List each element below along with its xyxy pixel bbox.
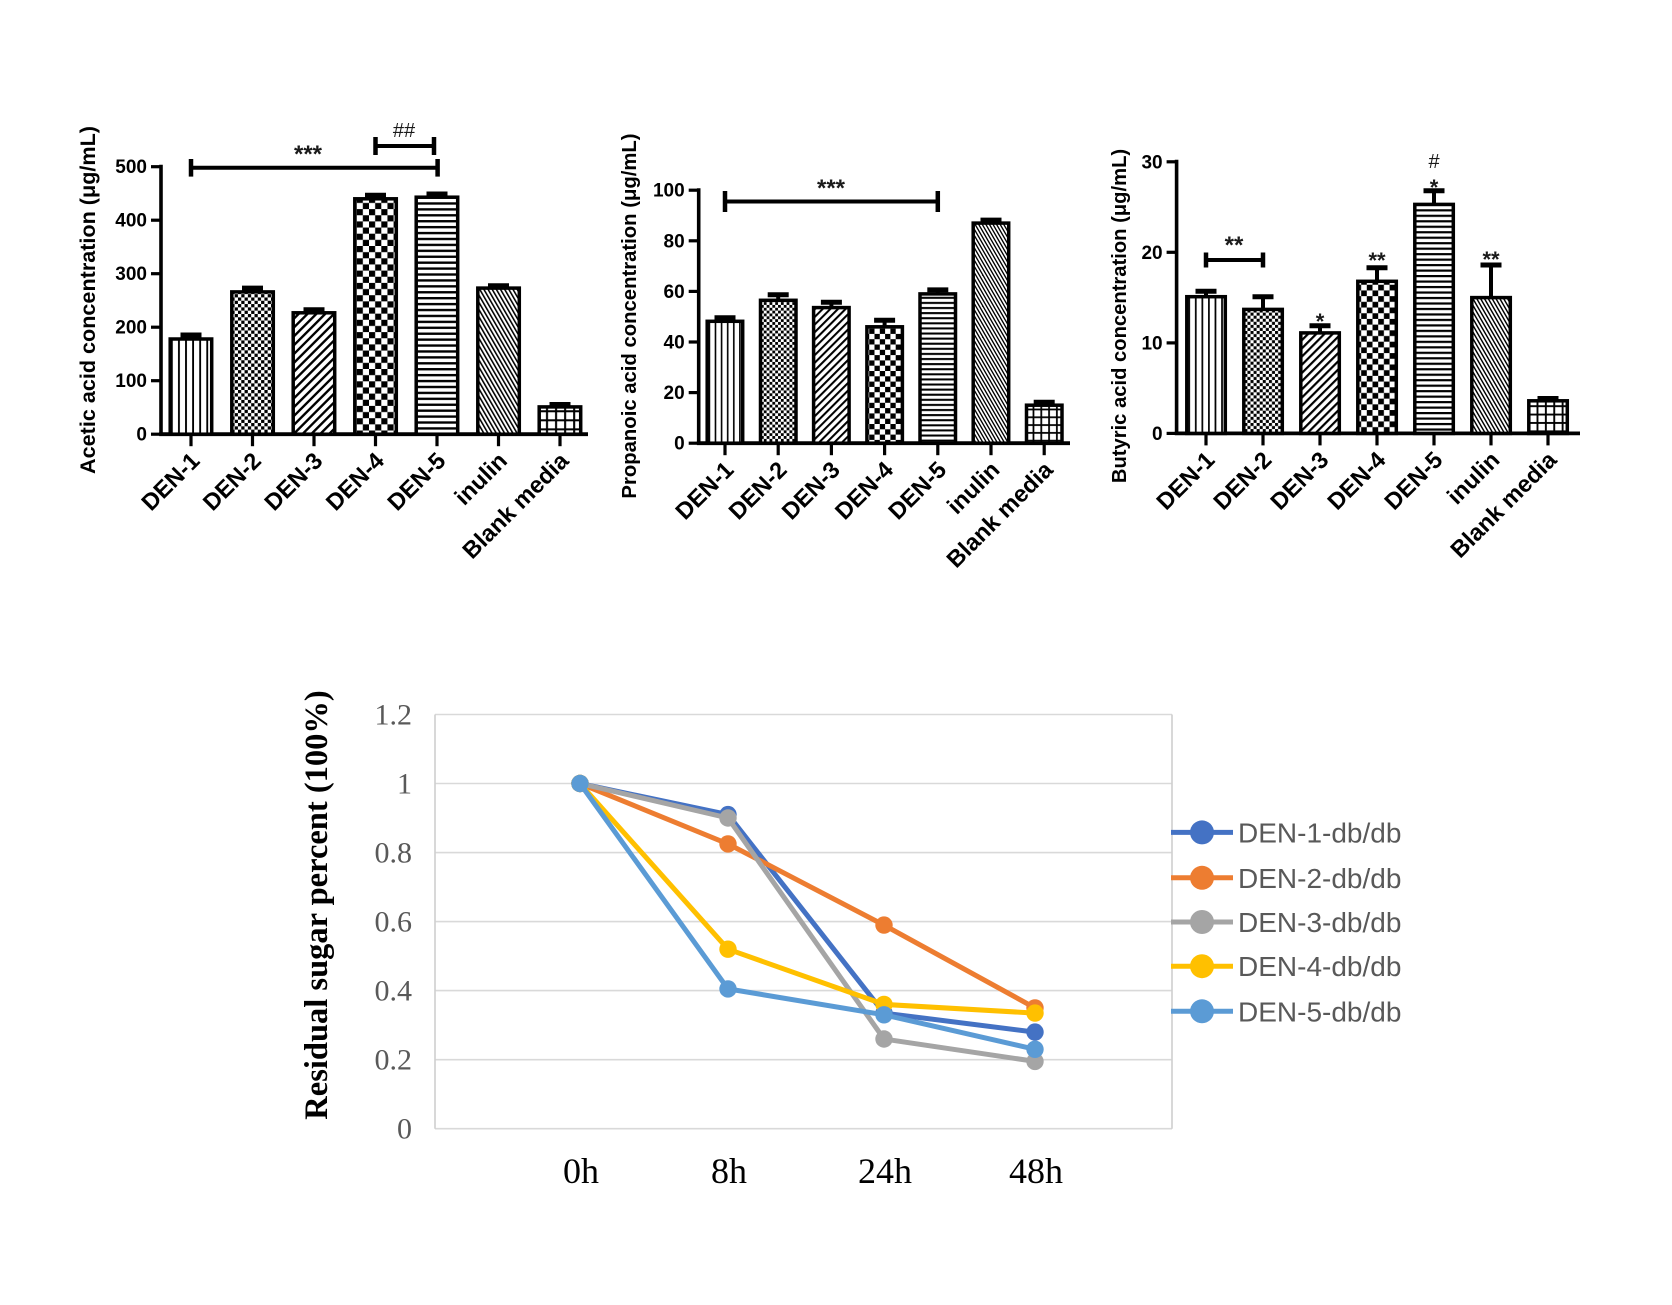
- svg-text:100: 100: [115, 371, 147, 392]
- svg-text:***: ***: [817, 175, 846, 202]
- svg-text:**: **: [1225, 232, 1244, 259]
- svg-text:0: 0: [674, 434, 685, 455]
- svg-text:1: 1: [397, 768, 412, 801]
- svg-text:DEN-4-db/db: DEN-4-db/db: [1238, 951, 1401, 982]
- svg-text:0.4: 0.4: [375, 975, 413, 1008]
- svg-text:100: 100: [653, 181, 685, 202]
- svg-text:1.2: 1.2: [375, 699, 413, 732]
- svg-text:30: 30: [1141, 152, 1162, 173]
- svg-text:60: 60: [664, 282, 685, 303]
- svg-text:24h: 24h: [858, 1151, 912, 1191]
- svg-text:0: 0: [397, 1113, 412, 1146]
- svg-text:80: 80: [664, 231, 685, 252]
- svg-text:40: 40: [664, 333, 685, 354]
- svg-text:***: ***: [294, 141, 323, 168]
- svg-text:DEN-3-db/db: DEN-3-db/db: [1238, 907, 1401, 938]
- svg-text:300: 300: [115, 264, 147, 285]
- svg-text:48h: 48h: [1009, 1151, 1063, 1191]
- svg-text:0.2: 0.2: [375, 1044, 413, 1077]
- svg-text:DEN-2-db/db: DEN-2-db/db: [1238, 863, 1401, 894]
- svg-text:*: *: [1316, 309, 1325, 334]
- svg-text:0: 0: [136, 425, 147, 446]
- svg-text:Acetic acid concentration (μg/: Acetic acid concentration (μg/mL): [75, 126, 100, 474]
- svg-text:#: #: [1428, 151, 1440, 173]
- svg-text:Butyric acid concentration (μg: Butyric acid concentration (μg/mL): [1109, 149, 1131, 483]
- svg-text:**: **: [1482, 247, 1500, 272]
- svg-text:200: 200: [115, 318, 147, 339]
- svg-text:DEN-1-db/db: DEN-1-db/db: [1238, 817, 1401, 848]
- svg-text:500: 500: [115, 157, 147, 178]
- svg-text:10: 10: [1141, 333, 1162, 354]
- svg-text:*: *: [1430, 175, 1439, 200]
- svg-text:400: 400: [115, 211, 147, 232]
- svg-text:0.6: 0.6: [375, 906, 413, 939]
- svg-text:0.8: 0.8: [375, 837, 413, 870]
- svg-text:20: 20: [1141, 243, 1162, 264]
- svg-text:0h: 0h: [563, 1151, 599, 1191]
- svg-text:**: **: [1368, 248, 1386, 273]
- svg-text:DEN-5-db/db: DEN-5-db/db: [1238, 996, 1401, 1027]
- svg-text:20: 20: [664, 383, 685, 404]
- svg-text:8h: 8h: [711, 1151, 747, 1191]
- svg-text:Residual sugar percent (100%): Residual sugar percent (100%): [299, 690, 335, 1119]
- svg-text:0: 0: [1152, 424, 1163, 445]
- svg-text:Propanoic acid concentration (: Propanoic acid concentration (μg/mL): [619, 133, 641, 498]
- svg-text:##: ##: [393, 120, 416, 142]
